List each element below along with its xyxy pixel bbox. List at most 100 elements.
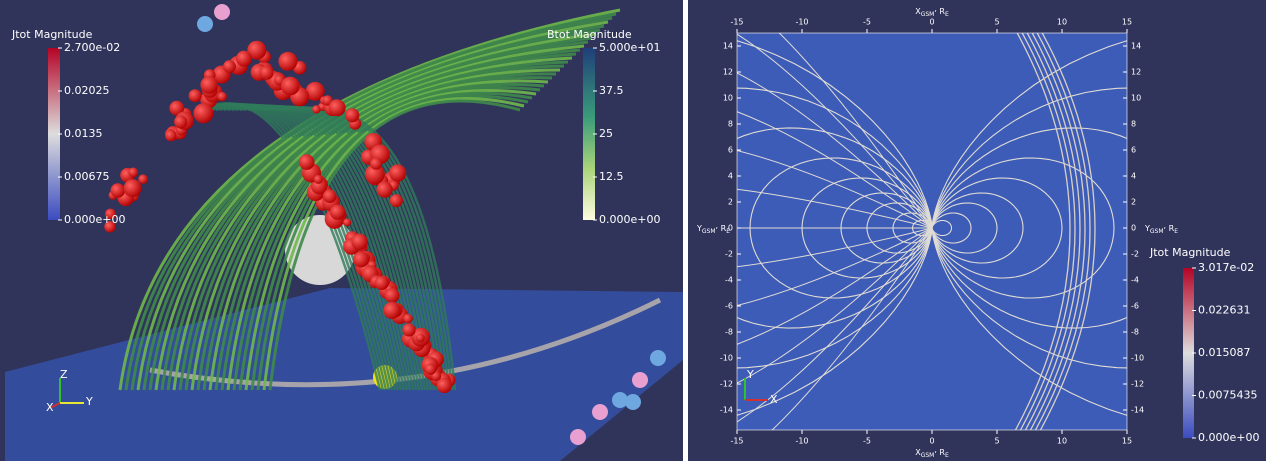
current-sphere bbox=[111, 183, 126, 198]
triad-label: X bbox=[46, 401, 54, 414]
triad-label: X bbox=[770, 393, 778, 406]
current-sphere bbox=[281, 77, 300, 96]
colorbar-label: 3.017e-02 bbox=[1198, 261, 1254, 274]
y-tick-label: -10 bbox=[1131, 354, 1144, 363]
current-sphere bbox=[416, 334, 425, 343]
colorbar-label: 0.02025 bbox=[64, 84, 110, 97]
current-sphere bbox=[343, 218, 351, 226]
axis-title-part: E bbox=[726, 228, 730, 235]
y-tick-label: 2 bbox=[1131, 198, 1136, 207]
y-tick-label: -6 bbox=[1131, 302, 1139, 311]
triad-label: Y bbox=[746, 368, 754, 381]
current-sphere bbox=[223, 60, 236, 73]
screenshot: Jtot Magnitude Btot Magnitude Jtot Magni… bbox=[0, 0, 1266, 461]
current-sphere bbox=[200, 76, 218, 94]
satellite-sphere bbox=[570, 429, 586, 445]
view-separator bbox=[683, 0, 688, 461]
axis-title-part: E bbox=[1174, 228, 1178, 235]
y-tick-label: -12 bbox=[1131, 380, 1144, 389]
triad-label: Z bbox=[60, 368, 68, 381]
current-sphere bbox=[402, 323, 415, 336]
satellite-sphere bbox=[592, 404, 608, 420]
current-sphere bbox=[375, 276, 389, 290]
current-sphere bbox=[312, 105, 320, 113]
colorbar-label: 0.0135 bbox=[64, 127, 103, 140]
colorbar-label: 0.000e+00 bbox=[599, 213, 660, 226]
colorbar-label: 0.00675 bbox=[64, 170, 110, 183]
axis-title-part: GSM bbox=[702, 228, 716, 235]
colorbar-label: 0.000e+00 bbox=[64, 213, 125, 226]
current-sphere bbox=[385, 288, 400, 303]
current-sphere bbox=[174, 115, 187, 128]
y-tick-label: 2 bbox=[728, 198, 733, 207]
colorbar-label: 0.022631 bbox=[1198, 304, 1251, 317]
y-tick-label: -2 bbox=[1131, 250, 1139, 259]
current-sphere bbox=[124, 179, 142, 197]
x-tick-label: -15 bbox=[730, 437, 743, 446]
current-sphere bbox=[437, 378, 452, 393]
y-tick-label: 8 bbox=[728, 120, 733, 129]
colorbar-label: 37.5 bbox=[599, 84, 624, 97]
y-tick-label: -4 bbox=[725, 276, 733, 285]
y-tick-label: -6 bbox=[725, 302, 733, 311]
y-tick-label: 4 bbox=[1131, 172, 1136, 181]
current-sphere bbox=[370, 158, 382, 170]
colorbar-title: Jtot Magnitude bbox=[1149, 246, 1231, 259]
x-tick-label: -15 bbox=[730, 18, 743, 27]
current-sphere bbox=[329, 99, 346, 116]
y-tick-label: 6 bbox=[728, 146, 733, 155]
current-sphere bbox=[383, 302, 400, 319]
axis-title-part: GSM bbox=[921, 452, 935, 459]
current-sphere bbox=[278, 52, 297, 71]
current-sphere bbox=[299, 154, 315, 170]
x-tick-label: -10 bbox=[795, 18, 808, 27]
x-tick-label: -10 bbox=[795, 437, 808, 446]
axis-title-part: E bbox=[945, 11, 949, 18]
current-sphere bbox=[389, 164, 406, 181]
y-tick-label: 10 bbox=[1131, 94, 1141, 103]
y-tick-label: -14 bbox=[720, 406, 733, 415]
x-tick-label: 5 bbox=[994, 18, 999, 27]
satellite-sphere bbox=[625, 394, 641, 410]
satellite-sphere bbox=[650, 350, 666, 366]
current-sphere bbox=[345, 108, 359, 122]
x-tick-label: 15 bbox=[1122, 18, 1132, 27]
colorbar-label: 0.000e+00 bbox=[1198, 431, 1259, 444]
current-sphere bbox=[390, 194, 403, 207]
x-tick-label: 0 bbox=[929, 18, 934, 27]
y-tick-label: 8 bbox=[1131, 120, 1136, 129]
current-sphere bbox=[218, 92, 227, 101]
satellite-sphere bbox=[632, 372, 648, 388]
colorbar-label: 25 bbox=[599, 127, 613, 140]
colorbar-title: Jtot Magnitude bbox=[11, 28, 93, 41]
satellite-sphere bbox=[214, 4, 230, 20]
x-tick-label: 10 bbox=[1057, 437, 1067, 446]
current-sphere bbox=[330, 205, 345, 220]
colorbar-label: 0.0075435 bbox=[1198, 389, 1258, 402]
y-tick-label: -10 bbox=[720, 354, 733, 363]
x-tick-label: 5 bbox=[994, 437, 999, 446]
colorbar-label: 0.015087 bbox=[1198, 346, 1251, 359]
triad-label: Y bbox=[85, 395, 93, 408]
y-tick-label: 0 bbox=[1131, 224, 1136, 233]
colorbar-label: 2.700e-02 bbox=[64, 41, 120, 54]
current-sphere bbox=[194, 103, 214, 123]
current-sphere bbox=[128, 168, 138, 178]
current-sphere bbox=[189, 89, 202, 102]
axis-title-part: GSM bbox=[921, 11, 935, 18]
current-sphere bbox=[138, 174, 148, 184]
current-sphere bbox=[260, 66, 274, 80]
current-sphere bbox=[377, 182, 393, 198]
y-tick-label: -8 bbox=[725, 328, 733, 337]
y-tick-label: -12 bbox=[720, 380, 733, 389]
y-tick-label: 12 bbox=[723, 68, 733, 77]
colorbar-label: 12.5 bbox=[599, 170, 624, 183]
y-tick-label: 12 bbox=[1131, 68, 1141, 77]
colorbar-label: 5.000e+01 bbox=[599, 41, 660, 54]
x-tick-label: 15 bbox=[1122, 437, 1132, 446]
current-sphere bbox=[165, 130, 176, 141]
current-sphere bbox=[314, 175, 323, 184]
x-tick-label: -5 bbox=[863, 18, 871, 27]
current-sphere bbox=[353, 251, 369, 267]
current-sphere bbox=[323, 189, 337, 203]
